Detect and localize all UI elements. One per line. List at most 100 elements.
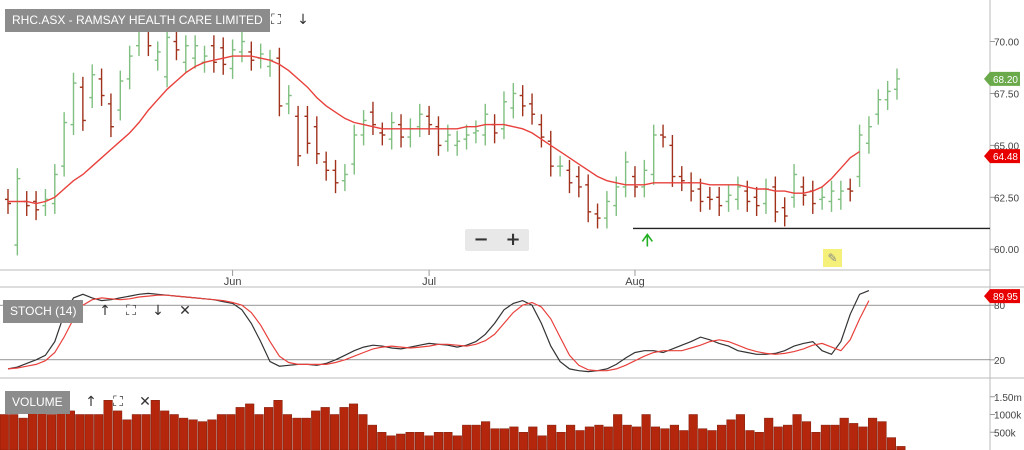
volume-bar: [735, 414, 745, 450]
x-axis-label: Jul: [422, 276, 436, 288]
stoch-d-line: [7, 294, 870, 372]
volume-bar: [94, 414, 104, 450]
volume-bar: [320, 407, 330, 450]
last-price-badge-shape: [984, 71, 1020, 86]
price-bar: [332, 159, 339, 194]
price-expand-icon[interactable]: ⛶: [271, 12, 281, 28]
volume-bar: [754, 432, 764, 450]
price-move-down-icon[interactable]: ↓: [297, 12, 309, 28]
volume-bar: [367, 424, 377, 450]
volume-bar: [405, 432, 415, 450]
volume-bar: [792, 414, 802, 450]
price-bar: [884, 81, 891, 111]
price-bar: [454, 130, 461, 156]
price-bar: [510, 83, 517, 119]
price-bar: [285, 85, 292, 115]
price-bar: [585, 174, 592, 223]
volume-bar: [849, 423, 859, 450]
price-bar: [575, 166, 582, 198]
volume-bar: [745, 430, 755, 450]
volume-bar: [622, 424, 632, 450]
price-bar: [725, 184, 732, 212]
volume-bar: [84, 414, 94, 450]
price-moving-average: [8, 55, 860, 205]
volume-bar: [264, 407, 274, 450]
price-bar: [641, 159, 648, 198]
volume-expand-icon[interactable]: ⛶: [113, 394, 123, 410]
volume-bar: [18, 417, 28, 450]
volume-bar: [122, 419, 132, 450]
stoch-expand-icon[interactable]: ⛶: [126, 303, 136, 319]
volume-bar: [9, 414, 19, 450]
stoch-move-down-icon[interactable]: ↓: [152, 303, 164, 319]
stoch-axis-label: 80: [994, 301, 1006, 312]
price-bar: [313, 116, 320, 165]
price-bar: [388, 112, 395, 150]
volume-bar: [650, 426, 661, 450]
stoch-panel-label[interactable]: STOCH (14): [3, 300, 84, 323]
volume-close-icon[interactable]: ✕: [139, 394, 151, 410]
volume-bar: [179, 417, 189, 450]
volume-bar: [358, 414, 368, 450]
price-axis-label: 65.00: [994, 141, 1019, 152]
stoch-move-up-icon[interactable]: ↑: [99, 303, 111, 319]
price-axis-label: 62.50: [994, 193, 1019, 204]
volume-bar: [518, 432, 528, 450]
volume-bar: [896, 446, 906, 450]
price-bar: [276, 47, 283, 117]
volume-bar: [632, 426, 642, 450]
stoch-close-icon[interactable]: ✕: [179, 303, 191, 319]
price-bar: [678, 166, 685, 192]
price-bar: [323, 151, 330, 181]
zoom-in-button[interactable]: +: [505, 229, 521, 250]
price-bar: [463, 124, 470, 150]
volume-bar: [830, 424, 840, 450]
volume-bar: [707, 430, 717, 450]
price-bar: [847, 178, 854, 202]
price-bar: [875, 89, 882, 125]
price-bar: [650, 124, 657, 185]
volume-bar: [37, 410, 47, 450]
price-bar: [407, 118, 414, 148]
price-bar: [856, 124, 863, 187]
x-axis-label: Jun: [224, 276, 242, 288]
price-panel-label[interactable]: RHC.ASX - RAMSAY HEALTH CARE LIMITED: [5, 9, 270, 32]
volume-bar: [566, 424, 576, 450]
volume-bar: [698, 428, 708, 450]
volume-bar: [528, 426, 538, 450]
price-bar: [538, 114, 545, 148]
volume-bar: [688, 414, 698, 450]
x-axis-label: Aug: [625, 276, 645, 288]
volume-move-up-icon[interactable]: ↑: [85, 394, 97, 410]
volume-bar: [433, 432, 443, 450]
volume-bar: [556, 432, 566, 450]
volume-bar: [197, 421, 208, 450]
volume-bar: [396, 433, 406, 450]
volume-bar: [594, 424, 604, 450]
volume-bar: [452, 435, 462, 450]
volume-bar: [273, 400, 283, 450]
price-axis-label: 70.00: [994, 38, 1019, 49]
volume-bar: [301, 417, 311, 450]
volume-bar: [443, 432, 453, 450]
moving-average-badge-shape: [984, 149, 1020, 164]
pencil-icon[interactable]: ✎: [823, 249, 842, 267]
volume-bar: [386, 435, 396, 450]
price-bar: [416, 103, 423, 138]
axes: 70.00 67.50 65.00 62.50 60.00 Jun Jul Aug 68.20 6…: [224, 38, 1023, 440]
price-bar: [173, 31, 180, 61]
price-bar: [126, 45, 133, 90]
zoom-out-button[interactable]: −: [473, 229, 489, 250]
volume-bar: [65, 410, 75, 450]
price-bar: [566, 159, 573, 194]
price-axis-label: 67.50: [994, 89, 1019, 100]
volume-bar: [226, 414, 236, 450]
volume-bar: [131, 414, 141, 450]
volume-panel-label[interactable]: VOLUME: [5, 391, 70, 414]
volume-bar: [311, 410, 321, 450]
price-bar: [89, 64, 96, 108]
price-bar: [828, 180, 835, 212]
price-bar: [622, 151, 629, 198]
price-bar: [61, 112, 68, 177]
volume-bar: [773, 426, 783, 450]
